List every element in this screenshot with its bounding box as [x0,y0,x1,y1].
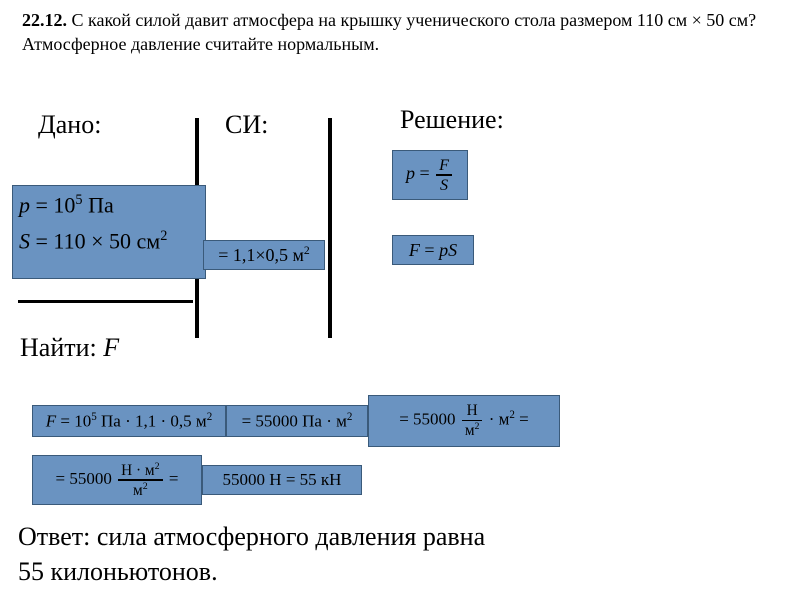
problem-number: 22.12. [22,10,67,30]
problem-text: С какой силой давит атмосфера на крышку … [22,10,756,54]
find-var: F [103,333,119,362]
given-S: S = 110 × 50 см2 [19,228,199,254]
divider-vertical-2 [328,118,332,338]
answer-text: сила атмосферного давления равна [97,522,485,551]
label-given: Дано: [38,110,101,140]
calc3-box: = 55000 Н м2 · м2 = [368,395,560,447]
calc1-box: F = 105 Па · 1,1 · 0,5 м2 [32,405,226,437]
given-p: p = 105 Па [19,192,199,218]
calc4: = 55000 Н · м2 м2 = [56,462,179,498]
calc1: F = 105 Па · 1,1 · 0,5 м2 [46,411,212,432]
find-text: Найти: [20,333,97,362]
label-find: Найти: F [20,333,119,363]
answer-line2: 55 килоньютонов. [18,555,218,589]
problem-statement: 22.12. С какой силой давит атмосфера на … [22,8,792,57]
given-box: p = 105 Па S = 110 × 50 см2 [12,185,206,279]
formula-p-box: p = F S [392,150,468,200]
divider-horizontal [18,300,193,303]
label-solution: Решение: [400,105,504,135]
si-S: = 1,1×0,5 м2 [218,244,310,266]
calc2: = 55000 Па · м2 [242,411,353,432]
formula-F: F = pS [409,240,457,261]
calc2-box: = 55000 Па · м2 [226,405,368,437]
calc5: 55000 Н = 55 кН [223,470,342,490]
label-si: СИ: [225,110,268,140]
answer-line1: Ответ: сила атмосферного давления равна [18,520,485,554]
formula-p: p = F S [406,157,454,193]
calc4-box: = 55000 Н · м2 м2 = [32,455,202,505]
calc3: = 55000 Н м2 · м2 = [399,403,529,438]
formula-F-box: F = pS [392,235,474,265]
calc5-box: 55000 Н = 55 кН [202,465,362,495]
si-S-box: = 1,1×0,5 м2 [203,240,325,270]
answer-prefix: Ответ: [18,522,90,551]
